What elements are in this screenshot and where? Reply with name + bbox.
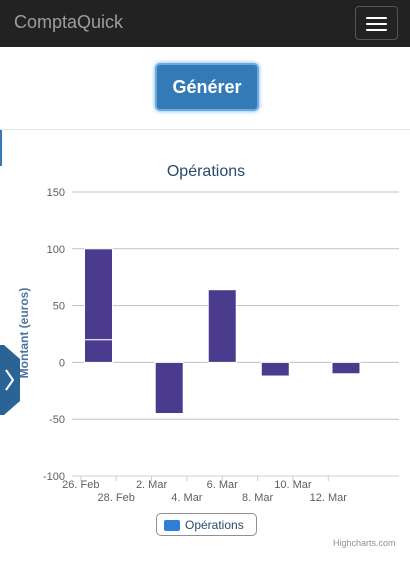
bar-03-09[interactable] <box>260 361 290 377</box>
y-tick-label: -50 <box>49 414 65 426</box>
legend-swatch <box>164 520 180 531</box>
bar-02-27[interactable] <box>84 339 114 363</box>
x-tick-label: 4. Mar <box>171 492 203 504</box>
x-tick-label: 28. Feb <box>98 492 135 504</box>
x-tick-label: 2. Mar <box>136 479 168 491</box>
side-panel-toggle[interactable] <box>0 345 20 415</box>
legend-label: Opérations <box>185 518 244 532</box>
x-tick-label: 26. Feb <box>62 479 99 491</box>
brand-title[interactable]: ComptaQuick <box>14 12 124 32</box>
x-tick-label: 10. Mar <box>274 479 312 491</box>
highcharts-credits[interactable]: Highcharts.com <box>333 538 396 548</box>
chevron-right-icon <box>5 369 15 391</box>
hamburger-menu-icon[interactable] <box>355 6 398 40</box>
x-tick-label: 8. Mar <box>242 492 274 504</box>
y-tick-label: 100 <box>47 244 65 256</box>
bar-03-03[interactable] <box>154 361 184 415</box>
left-accent-bar <box>0 130 2 166</box>
y-tick-label: 50 <box>53 301 65 313</box>
bar-03-06[interactable] <box>207 289 237 363</box>
bar-02-27[interactable] <box>84 248 114 341</box>
y-tick-label: -100 <box>43 471 65 483</box>
generate-button[interactable]: Générer <box>155 63 259 111</box>
navbar: ComptaQuick <box>0 0 410 47</box>
legend-item-operations[interactable]: Opérations <box>156 513 257 536</box>
bar-03-13[interactable] <box>331 361 361 375</box>
x-tick-label: 12. Mar <box>310 492 348 504</box>
chart-title: Opérations <box>167 163 245 180</box>
x-tick-label: 6. Mar <box>207 479 239 491</box>
divider <box>0 129 410 130</box>
y-tick-label: 0 <box>59 357 65 369</box>
y-tick-label: 150 <box>47 187 65 199</box>
